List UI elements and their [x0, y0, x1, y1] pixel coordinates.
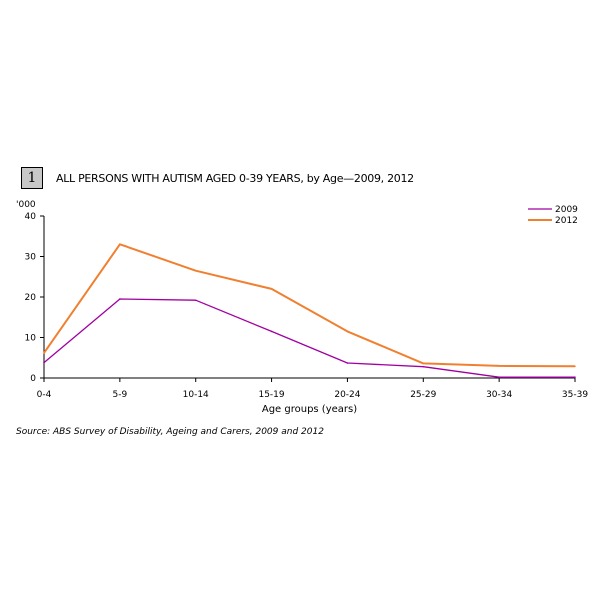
- x-tick-label: 30-34: [486, 390, 512, 400]
- data-point-2012: [498, 365, 500, 367]
- y-axis-unit-label: '000: [16, 200, 36, 210]
- data-point-2012: [119, 243, 121, 246]
- figure-number-badge: 1: [21, 167, 43, 189]
- data-point-2009: [498, 376, 500, 378]
- data-point-2012: [194, 269, 197, 272]
- x-tick-label: 25-29: [410, 390, 436, 400]
- data-point-2009: [43, 361, 45, 364]
- data-point-2009: [119, 298, 121, 300]
- x-tick-label: 20-24: [334, 390, 360, 400]
- chart-axes: 0 10 20 30 40 '000 0-4 5-9 10-14 15-19 20-24 25-29 3…: [16, 200, 588, 415]
- data-point-2012: [574, 365, 576, 368]
- source-note: Source: ABS Survey of Disability, Ageing…: [16, 427, 324, 437]
- y-tick-label: 40: [25, 212, 37, 222]
- legend-label-2009: 2009: [555, 205, 578, 215]
- data-point-2009: [574, 376, 576, 378]
- series-line-2009: [43, 298, 575, 378]
- legend-label-2012: 2012: [555, 216, 578, 226]
- y-tick-label: 30: [25, 253, 37, 263]
- x-tick-label: 35-39: [562, 390, 588, 400]
- series-line-2012: [43, 243, 576, 368]
- chart-series: [43, 243, 576, 378]
- data-point-2012: [422, 362, 425, 365]
- x-tick-label: 15-19: [258, 390, 284, 400]
- data-point-2012: [346, 330, 349, 333]
- x-tick-label: 0-4: [37, 390, 52, 400]
- y-tick-label: 20: [25, 293, 37, 303]
- data-point-2009: [270, 330, 273, 333]
- y-tick-label: 10: [25, 334, 37, 344]
- data-point-2012: [270, 288, 273, 290]
- x-axis-title: Age groups (years): [262, 404, 357, 415]
- data-point-2009: [194, 299, 197, 302]
- data-point-2012: [43, 352, 45, 354]
- chart-title: ALL PERSONS WITH AUTISM AGED 0-39 YEARS,…: [56, 172, 414, 185]
- data-point-2009: [422, 365, 425, 368]
- x-tick-label: 5-9: [113, 390, 128, 400]
- data-point-2009: [346, 362, 349, 364]
- x-tick-label: 10-14: [183, 390, 209, 400]
- y-tick-label: 0: [30, 374, 36, 384]
